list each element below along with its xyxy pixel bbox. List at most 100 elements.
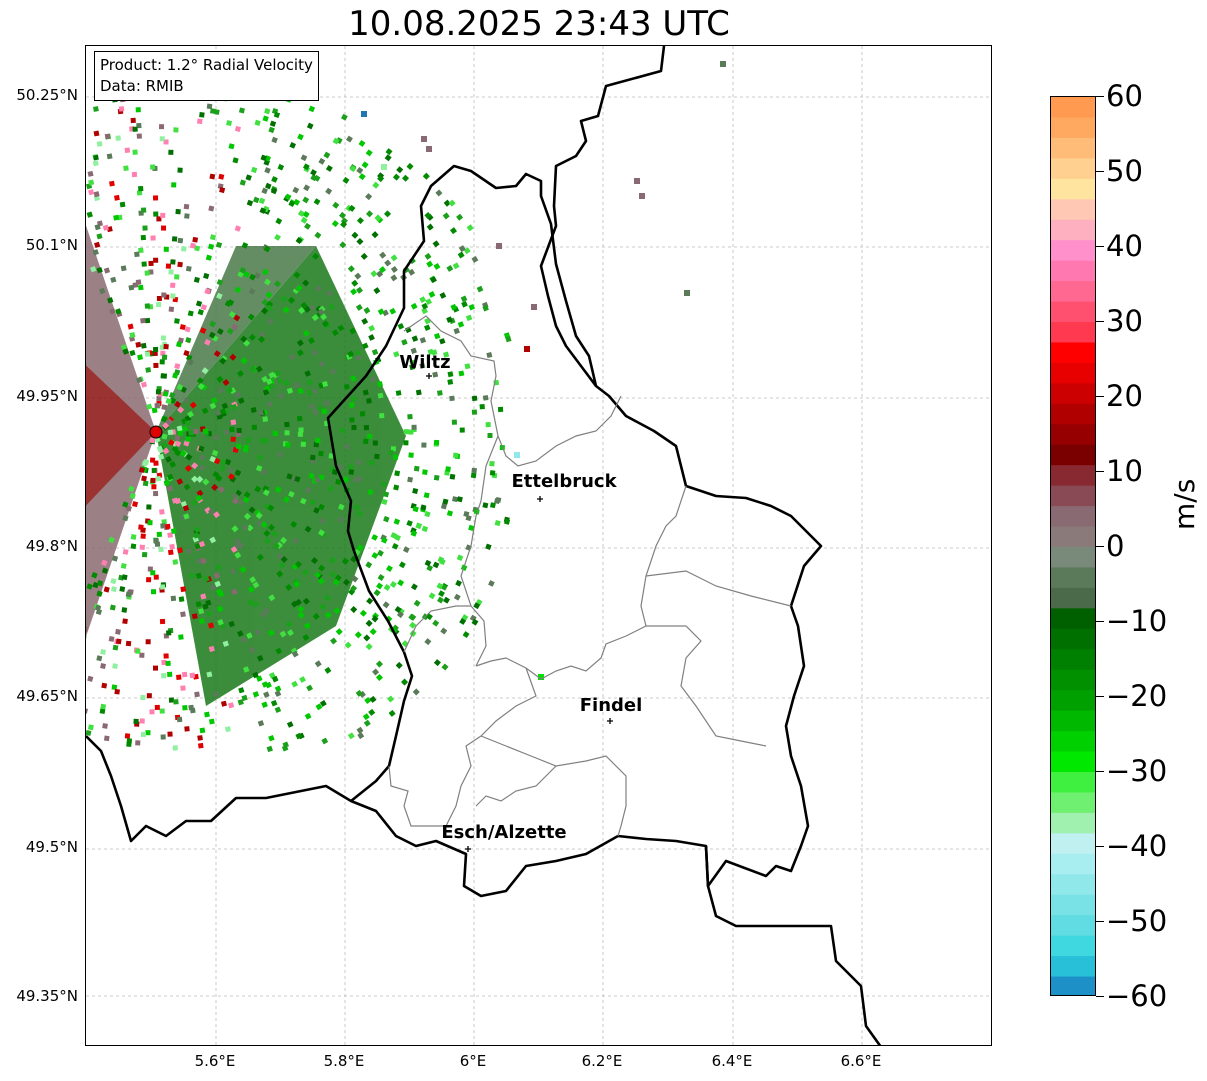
radar-echo-pixel <box>337 324 345 332</box>
radar-echo-pixel <box>136 133 142 139</box>
radar-echo-pixel <box>184 213 190 219</box>
radar-echo-pixel <box>283 496 290 503</box>
radar-echo-pixel <box>128 284 135 291</box>
radar-echo-pixel <box>159 359 165 365</box>
radar-echo-pixel <box>198 608 205 615</box>
radar-echo-pixel <box>247 313 255 321</box>
lat-tick-label: 49.5°N <box>25 838 78 856</box>
radar-echo-pixel <box>277 451 283 458</box>
radar-echo-pixel <box>342 476 349 483</box>
radar-echo-pixel <box>358 173 366 181</box>
colorbar-segment <box>1051 301 1095 323</box>
radar-echo-pixel <box>361 111 367 117</box>
radar-echo-pixel <box>144 270 150 276</box>
radar-echo-pixel <box>121 574 128 581</box>
radar-echo-pixel <box>168 439 175 447</box>
radar-echo-pixel <box>284 421 290 428</box>
radar-echo-pixel <box>234 286 242 294</box>
colorbar-tickmark <box>1096 246 1104 247</box>
radar-echo-pixel <box>262 389 270 396</box>
radar-echo-pixel <box>381 164 387 170</box>
radar-echo-pixel <box>238 107 245 114</box>
radar-echo-pixel <box>410 302 418 310</box>
radar-echo-pixel <box>153 538 159 544</box>
radar-echo-pixel <box>302 329 310 337</box>
radar-echo-pixel <box>153 346 159 353</box>
radar-echo-pixel <box>436 582 444 590</box>
radar-echo-pixel <box>240 357 248 365</box>
radar-echo-pixel <box>280 536 288 544</box>
radar-echo-pixel <box>487 433 493 438</box>
radar-echo-pixel <box>439 338 446 345</box>
radar-echo-pixel <box>195 572 202 579</box>
radar-echo-pixel <box>354 272 362 280</box>
radar-echo-pixel <box>634 178 640 184</box>
radar-echo-pixel <box>318 360 326 368</box>
radar-echo-pixel <box>332 201 340 209</box>
radar-echo-pixel <box>292 186 300 194</box>
radar-echo-pixel <box>328 303 336 311</box>
radar-echo-pixel <box>161 292 167 298</box>
radar-echo-pixel <box>308 403 315 410</box>
radar-echo-pixel <box>274 486 282 493</box>
radar-echo-pixel <box>381 498 388 505</box>
radar-echo-pixel <box>331 329 339 337</box>
radar-echo-pixel <box>254 485 262 493</box>
radar-echo-pixel <box>283 379 290 387</box>
radar-echo-pixel <box>496 243 502 249</box>
radar-echo-pixel <box>240 636 247 644</box>
radar-echo-pixel <box>485 543 492 551</box>
colorbar-tick: −40 <box>1106 829 1168 863</box>
radar-echo-pixel <box>94 224 101 231</box>
radar-echo-pixel <box>93 191 100 198</box>
radar-echo-pixel <box>393 351 400 358</box>
radar-echo-pixel <box>337 516 345 524</box>
radar-echo-pixel <box>235 431 241 437</box>
radar-echo-pixel <box>252 671 259 679</box>
radar-echo-pixel <box>170 282 176 289</box>
colorbar-segment <box>1051 444 1095 466</box>
radar-echo-pixel <box>331 220 339 228</box>
radar-echo-pixel <box>167 473 174 481</box>
colorbar-tickmark <box>1096 396 1104 397</box>
radar-echo-pixel <box>114 688 120 695</box>
radar-echo-pixel <box>194 245 201 252</box>
radar-echo-pixel <box>328 485 335 492</box>
radar-echo-pixel <box>366 398 372 404</box>
radar-echo-pixel <box>424 317 431 325</box>
radar-echo-pixel <box>265 182 272 190</box>
radar-echo-pixel <box>222 379 230 387</box>
radar-echo-pixel <box>263 529 271 537</box>
radar-echo-pixel <box>140 207 147 213</box>
radar-echo-pixel <box>193 276 200 283</box>
radar-echo-pixel <box>350 584 358 592</box>
radar-echo-pixel <box>139 544 145 550</box>
radar-echo-pixel <box>300 216 308 224</box>
radar-echo-pixel <box>174 434 181 441</box>
radar-echo-pixel <box>313 441 319 448</box>
radar-echo-pixel <box>432 371 439 378</box>
radar-echo-pixel <box>363 719 371 727</box>
radar-echo-pixel <box>302 196 310 204</box>
radar-echo-pixel <box>195 300 203 307</box>
radar-echo-pixel <box>231 323 239 331</box>
radar-echo-pixel <box>93 130 100 137</box>
radar-echo-pixel <box>144 317 151 324</box>
radar-echo-pixel <box>440 627 448 635</box>
radar-echo-pixel <box>248 506 256 514</box>
radar-echo-pixel <box>379 251 387 259</box>
radar-echo-pixel <box>209 455 216 463</box>
radar-echo-pixel <box>425 298 433 306</box>
radar-echo-pixel <box>342 578 350 586</box>
radar-echo-pixel <box>389 581 397 588</box>
colorbar-segment <box>1051 628 1095 650</box>
radar-echo-pixel <box>143 459 150 466</box>
radar-echo-pixel <box>167 671 173 678</box>
radar-echo-pixel <box>242 446 249 453</box>
colorbar-segment <box>1051 935 1095 957</box>
radar-echo-pixel <box>202 428 209 434</box>
colorbar-segment <box>1051 792 1095 814</box>
radar-echo-pixel <box>237 699 244 706</box>
radar-echo-pixel <box>245 174 252 181</box>
radar-echo-pixel <box>241 524 249 532</box>
